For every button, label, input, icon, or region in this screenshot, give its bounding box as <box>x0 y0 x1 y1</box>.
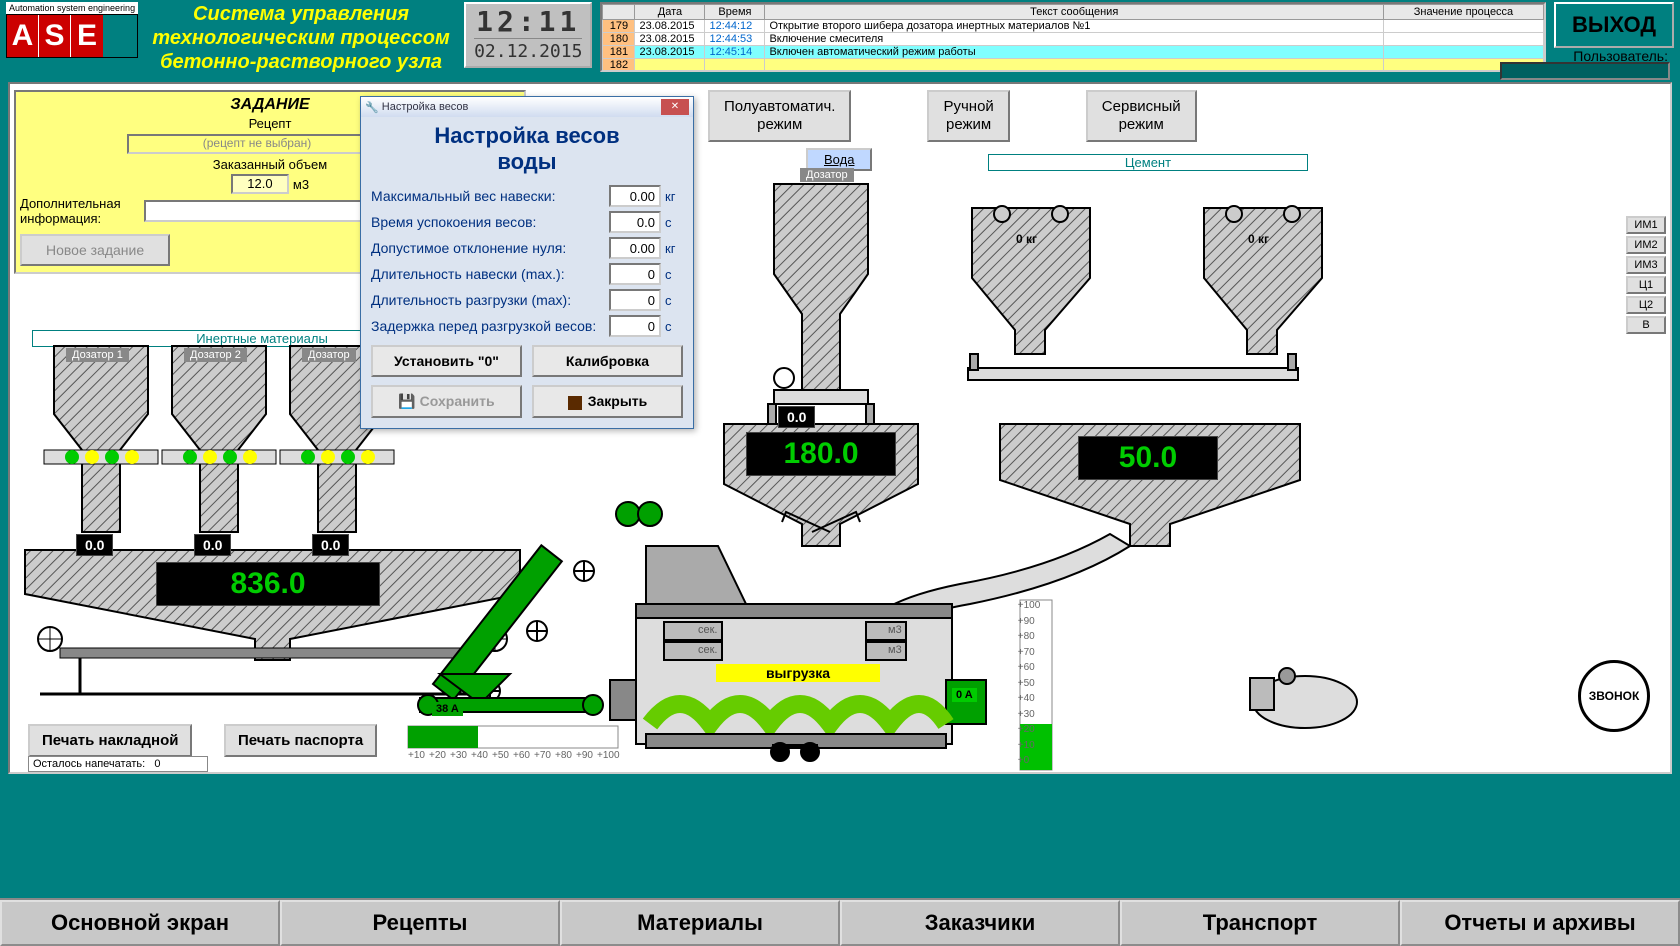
msg-row[interactable]: 183 <box>603 72 1544 73</box>
volume-label: Заказанный объем <box>213 157 327 172</box>
clock-date: 02.12.2015 <box>474 38 582 62</box>
water-big-display: 180.0 <box>746 432 896 476</box>
amp-1: 38 A <box>432 702 463 716</box>
bell-button[interactable]: ЗВОНОК <box>1578 660 1650 732</box>
logo-area: Automation system engineering A S E <box>6 2 138 58</box>
level-scale: +100 +90 +80 +70 +60 +50 +40 +30 +20 +10… <box>1015 598 1040 769</box>
logo-tagline: Automation system engineering <box>6 2 138 14</box>
print-passport-button[interactable]: Печать паспорта <box>224 724 377 757</box>
cement-kg1: 0 кг <box>1016 232 1037 246</box>
dialog-heading: Настройка весовводы <box>361 117 693 177</box>
recipe-select[interactable]: (рецепт не выбран) <box>127 134 387 154</box>
new-task-button[interactable]: Новое задание <box>20 234 170 266</box>
amp-2: 0 A <box>952 688 977 702</box>
msg-row[interactable]: 182 <box>603 59 1544 72</box>
side-button-Ц2[interactable]: Ц2 <box>1626 296 1666 314</box>
recipe-label: Рецепт <box>249 116 292 131</box>
msg-row[interactable]: 18023.08.201512:44:53Включение смесителя <box>603 33 1544 46</box>
dialog-close-button[interactable]: ✕ <box>661 99 689 115</box>
logo-letter: E <box>71 15 103 57</box>
bottom-nav: Основной экранРецептыМатериалыЗаказчикиТ… <box>0 898 1680 946</box>
nav-Основной экран[interactable]: Основной экран <box>0 900 280 946</box>
dialog-icon: 🔧 <box>365 101 379 114</box>
dozator-3-label: Дозатор <box>302 348 356 362</box>
top-bar: Automation system engineering A S E Сист… <box>0 0 1680 78</box>
save-button[interactable]: 💾 Сохранить <box>371 385 522 418</box>
close-button[interactable]: Закрыть <box>532 385 683 418</box>
dialog-row: Время успокоения весов:с <box>371 211 683 233</box>
side-button-ИМ1[interactable]: ИМ1 <box>1626 216 1666 234</box>
message-log[interactable]: Дата Время Текст сообщения Значение проц… <box>600 2 1546 72</box>
volume-unit: м3 <box>293 177 309 192</box>
mode-buttons: Полуавтоматич.режим Ручнойрежим Сервисны… <box>708 90 1197 142</box>
main-canvas: ЗАДАНИЕ Рецепт (рецепт не выбран) X Зака… <box>8 82 1672 774</box>
nav-Транспорт[interactable]: Транспорт <box>1120 900 1400 946</box>
logo: A S E <box>6 14 138 58</box>
info-label: Дополнительная информация: <box>20 196 140 226</box>
cement-big-display: 50.0 <box>1078 436 1218 480</box>
app-title: Система управления технологическим проце… <box>146 2 456 74</box>
side-button-В[interactable]: В <box>1626 316 1666 334</box>
calibrate-button[interactable]: Калибровка <box>532 345 683 377</box>
dialog-input[interactable] <box>609 289 661 311</box>
clock: 12:11 02.12.2015 <box>464 2 592 68</box>
volume-input[interactable]: 12.0 <box>231 174 289 194</box>
nav-Рецепты[interactable]: Рецепты <box>280 900 560 946</box>
dialog-input[interactable] <box>609 237 661 259</box>
scale-settings-dialog: 🔧 Настройка весов ✕ Настройка весовводы … <box>360 96 694 429</box>
vygruzka-label: выгрузка <box>716 664 880 682</box>
dialog-input[interactable] <box>609 263 661 285</box>
dozator-2-label: Дозатор 2 <box>184 348 247 362</box>
side-button-ИМ2[interactable]: ИМ2 <box>1626 236 1666 254</box>
side-buttons: ИМ1 ИМ2 ИМ3 Ц1 Ц2 В <box>1626 216 1666 334</box>
dialog-row: Задержка перед разгрузкой весов:с <box>371 315 683 337</box>
side-button-ИМ3[interactable]: ИМ3 <box>1626 256 1666 274</box>
dialog-row: Допустимое отклонение нуля:кг <box>371 237 683 259</box>
msg-row[interactable]: 17923.08.201512:44:12Открытие второго ши… <box>603 20 1544 33</box>
dozator-1-label: Дозатор 1 <box>66 348 129 362</box>
dialog-input[interactable] <box>609 185 661 207</box>
nav-Отчеты и архивы[interactable]: Отчеты и архивы <box>1400 900 1680 946</box>
nav-Материалы[interactable]: Материалы <box>560 900 840 946</box>
dialog-title: Настройка весов <box>382 101 469 113</box>
manual-mode-button[interactable]: Ручнойрежим <box>927 90 1009 142</box>
logo-letter: S <box>39 15 71 57</box>
set-zero-button[interactable]: Установить "0" <box>371 345 522 377</box>
msg-row[interactable]: 18123.08.201512:45:14Включен автоматичес… <box>603 46 1544 59</box>
exit-button[interactable]: ВЫХОД <box>1554 2 1674 48</box>
section-cement-label: Цемент <box>988 154 1308 171</box>
inert-d1-display: 0.0 <box>76 534 113 556</box>
msg-header-row: Дата Время Текст сообщения Значение проц… <box>603 5 1544 20</box>
user-field[interactable] <box>1500 62 1670 80</box>
dialog-input[interactable] <box>609 315 661 337</box>
print-invoice-button[interactable]: Печать накладной <box>28 724 192 757</box>
semi-auto-mode-button[interactable]: Полуавтоматич.режим <box>708 90 851 142</box>
water-small-display: 0.0 <box>778 406 815 428</box>
nav-Заказчики[interactable]: Заказчики <box>840 900 1120 946</box>
inert-d3-display: 0.0 <box>312 534 349 556</box>
dialog-row: Максимальный вес навески:кг <box>371 185 683 207</box>
dialog-row: Длительность разгрузки (max):с <box>371 289 683 311</box>
logo-letter: A <box>7 15 39 57</box>
inert-total-display: 836.0 <box>156 562 380 606</box>
remain-print: Осталось напечатать: 0 <box>28 756 208 772</box>
dialog-titlebar[interactable]: 🔧 Настройка весов ✕ <box>361 97 693 117</box>
inert-d2-display: 0.0 <box>194 534 231 556</box>
dialog-input[interactable] <box>609 211 661 233</box>
cement-kg2: 0 кг <box>1248 232 1269 246</box>
side-button-Ц1[interactable]: Ц1 <box>1626 276 1666 294</box>
progress-scale: +10+20+30+40+50+60+70+80+90+100 <box>408 750 618 761</box>
clock-time: 12:11 <box>474 8 582 36</box>
service-mode-button[interactable]: Сервисныйрежим <box>1086 90 1197 142</box>
dozator-water-label: Дозатор <box>800 168 854 182</box>
dialog-body: Максимальный вес навески:кг Время успокое… <box>361 177 693 428</box>
dialog-row: Длительность навески (max.):с <box>371 263 683 285</box>
